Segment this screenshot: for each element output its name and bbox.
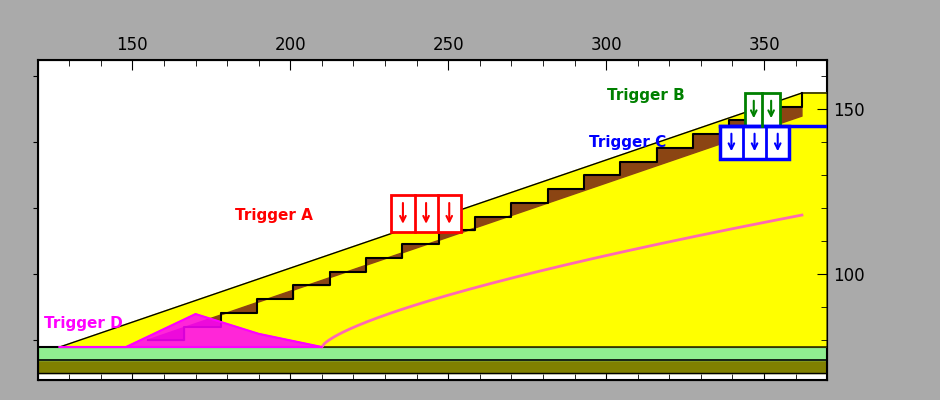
Polygon shape <box>149 93 802 340</box>
Bar <box>720 126 790 159</box>
Text: Trigger B: Trigger B <box>607 88 685 103</box>
Polygon shape <box>60 314 321 347</box>
Text: Trigger C: Trigger C <box>588 135 666 150</box>
Text: Trigger D: Trigger D <box>44 316 122 330</box>
Text: Trigger A: Trigger A <box>234 208 312 222</box>
Polygon shape <box>60 93 827 347</box>
Bar <box>391 195 461 232</box>
Bar <box>745 93 780 126</box>
